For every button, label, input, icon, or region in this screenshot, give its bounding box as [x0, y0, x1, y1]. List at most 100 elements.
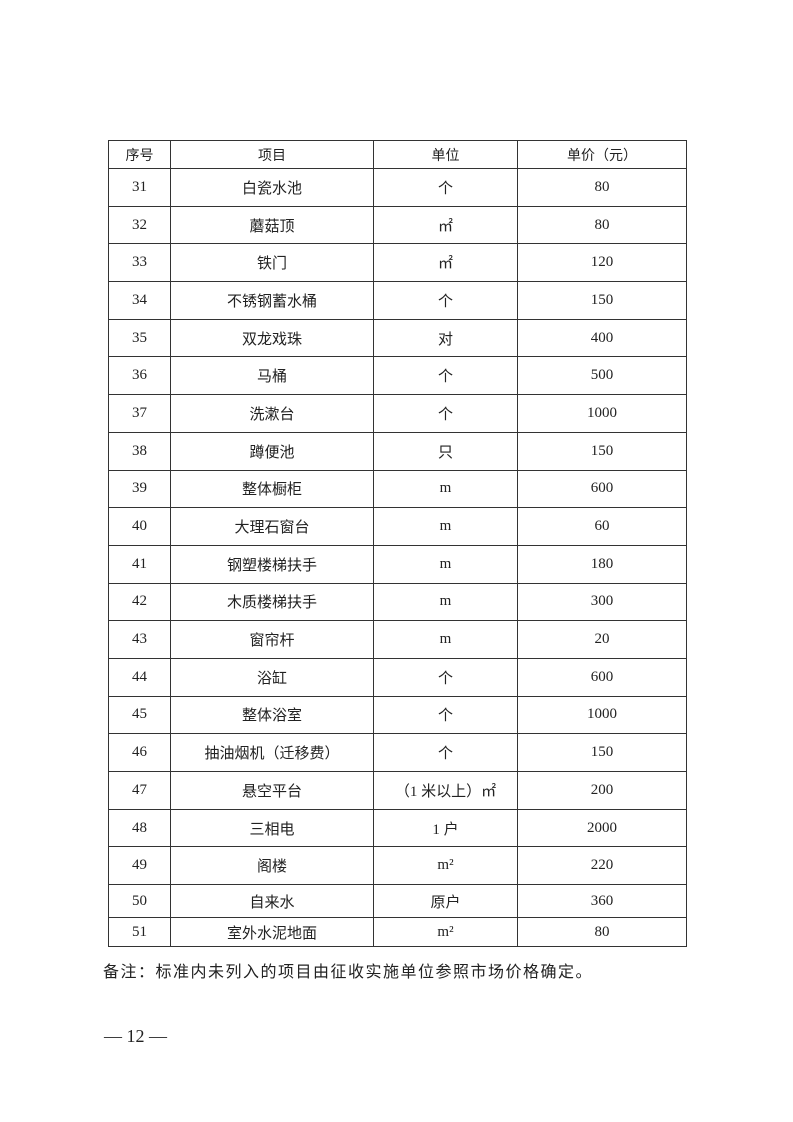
cell-unit: 原户 — [373, 884, 518, 919]
cell-item: 浴缸 — [170, 657, 374, 697]
table-row: 46 抽油烟机（迁移费）个 150 — [108, 733, 687, 772]
cell-unit: 个 — [373, 394, 518, 433]
cell-item: 室外水泥地面 — [170, 917, 374, 948]
cell-index: 51 — [108, 917, 171, 948]
cell-item: 蘑菇顶 — [170, 205, 374, 245]
table-row: 36 马桶个 500 — [108, 356, 687, 396]
cell-item: 阁楼 — [170, 846, 374, 886]
cell-item: 抽油烟机（迁移费） — [170, 733, 374, 772]
cell-item: 窗帘杆 — [170, 620, 374, 659]
cell-unit: m² — [373, 846, 518, 886]
footnote: 备注：标准内未列入的项目由征收实施单位参照市场价格确定。 — [103, 964, 594, 981]
table-row: 39 整体橱柜 m 600 — [108, 469, 687, 509]
header-price: 单价（元） — [517, 140, 687, 169]
cell-item: 马桶 — [170, 356, 374, 396]
cell-index: 38 — [108, 431, 171, 471]
cell-index: 44 — [108, 657, 171, 697]
cell-index: 48 — [108, 808, 171, 848]
cell-item: 不锈钢蓄水桶 — [170, 281, 374, 320]
cell-index: 31 — [108, 168, 171, 207]
table-row: 35 双龙戏珠对 400 — [108, 318, 687, 358]
table-row: 45 整体浴室个 1000 — [108, 695, 687, 735]
cell-price: 150 — [517, 281, 687, 320]
cell-item: 铁门 — [170, 243, 374, 283]
cell-price: 1000 — [517, 394, 687, 433]
cell-item: 整体橱柜 — [170, 469, 374, 509]
table-row: 31 白瓷水池个 80 — [108, 168, 687, 207]
cell-item: 悬空平台 — [170, 771, 374, 810]
cell-unit: ㎡ — [373, 243, 518, 283]
cell-unit: m — [373, 620, 518, 659]
header-item: 项目 — [170, 140, 374, 169]
table-row: 37 洗漱台个 1000 — [108, 394, 687, 433]
cell-index: 47 — [108, 771, 171, 810]
page-number: — 12 — — [104, 1026, 167, 1046]
cell-item: 双龙戏珠 — [170, 318, 374, 358]
cell-index: 49 — [108, 846, 171, 886]
cell-price: 150 — [517, 733, 687, 772]
cell-unit: m² — [373, 917, 518, 948]
cell-price: 400 — [517, 318, 687, 358]
cell-unit: 1 户 — [373, 808, 518, 848]
cell-item: 大理石窗台 — [170, 507, 374, 546]
cell-unit: m — [373, 507, 518, 546]
cell-price: 180 — [517, 544, 687, 584]
cell-index: 36 — [108, 356, 171, 396]
cell-unit: 个 — [373, 356, 518, 396]
table-row: 43 窗帘杆 m 20 — [108, 620, 687, 659]
cell-price: 300 — [517, 582, 687, 622]
cell-index: 45 — [108, 695, 171, 735]
cell-price: 500 — [517, 356, 687, 396]
cell-price: 220 — [517, 846, 687, 886]
cell-unit: 个 — [373, 168, 518, 207]
cell-item: 钢塑楼梯扶手 — [170, 544, 374, 584]
cell-price: 2000 — [517, 808, 687, 848]
cell-unit: m — [373, 582, 518, 622]
cell-price: 360 — [517, 884, 687, 919]
cell-item: 整体浴室 — [170, 695, 374, 735]
cell-price: 80 — [517, 917, 687, 948]
cell-unit: ㎡ — [373, 205, 518, 245]
cell-unit: 个 — [373, 733, 518, 772]
table-row: 50 自来水 原户 360 — [108, 884, 687, 919]
header-index: 序号 — [108, 140, 171, 169]
header-unit: 单位 — [373, 140, 518, 169]
cell-price: 600 — [517, 469, 687, 509]
cell-unit: m — [373, 469, 518, 509]
table-row: 40 大理石窗台 m 60 — [108, 507, 687, 546]
cell-index: 41 — [108, 544, 171, 584]
cell-index: 37 — [108, 394, 171, 433]
table-row: 47 悬空平台 （1 米以上）㎡ 200 — [108, 771, 687, 810]
cell-index: 34 — [108, 281, 171, 320]
table-row: 49 阁楼 m² 220 — [108, 846, 687, 886]
cell-unit: 个 — [373, 695, 518, 735]
cell-index: 42 — [108, 582, 171, 622]
cell-unit: 个 — [373, 657, 518, 697]
table-header-row: 序号 项目 单位 单价（元） — [108, 140, 687, 169]
cell-unit: 对 — [373, 318, 518, 358]
cell-index: 40 — [108, 507, 171, 546]
cell-unit: m — [373, 544, 518, 584]
table-row: 42 木质楼梯扶手 m 300 — [108, 582, 687, 622]
table-row: 34 不锈钢蓄水桶个 150 — [108, 281, 687, 320]
cell-index: 35 — [108, 318, 171, 358]
cell-item: 蹲便池 — [170, 431, 374, 471]
cell-index: 46 — [108, 733, 171, 772]
cell-unit: 只 — [373, 431, 518, 471]
table-row: 44 浴缸个 600 — [108, 657, 687, 697]
table-row: 51 室外水泥地面 m² 80 — [108, 917, 687, 948]
cell-price: 200 — [517, 771, 687, 810]
cell-price: 1000 — [517, 695, 687, 735]
cell-index: 32 — [108, 205, 171, 245]
cell-price: 80 — [517, 168, 687, 207]
table-row: 41 钢塑楼梯扶手 m 180 — [108, 544, 687, 584]
table-row: 48 三相电 1 户 2000 — [108, 808, 687, 848]
cell-item: 自来水 — [170, 884, 374, 919]
cell-index: 39 — [108, 469, 171, 509]
cell-item: 三相电 — [170, 808, 374, 848]
cell-index: 50 — [108, 884, 171, 919]
cell-price: 120 — [517, 243, 687, 283]
table-row: 38 蹲便池只 150 — [108, 431, 687, 471]
